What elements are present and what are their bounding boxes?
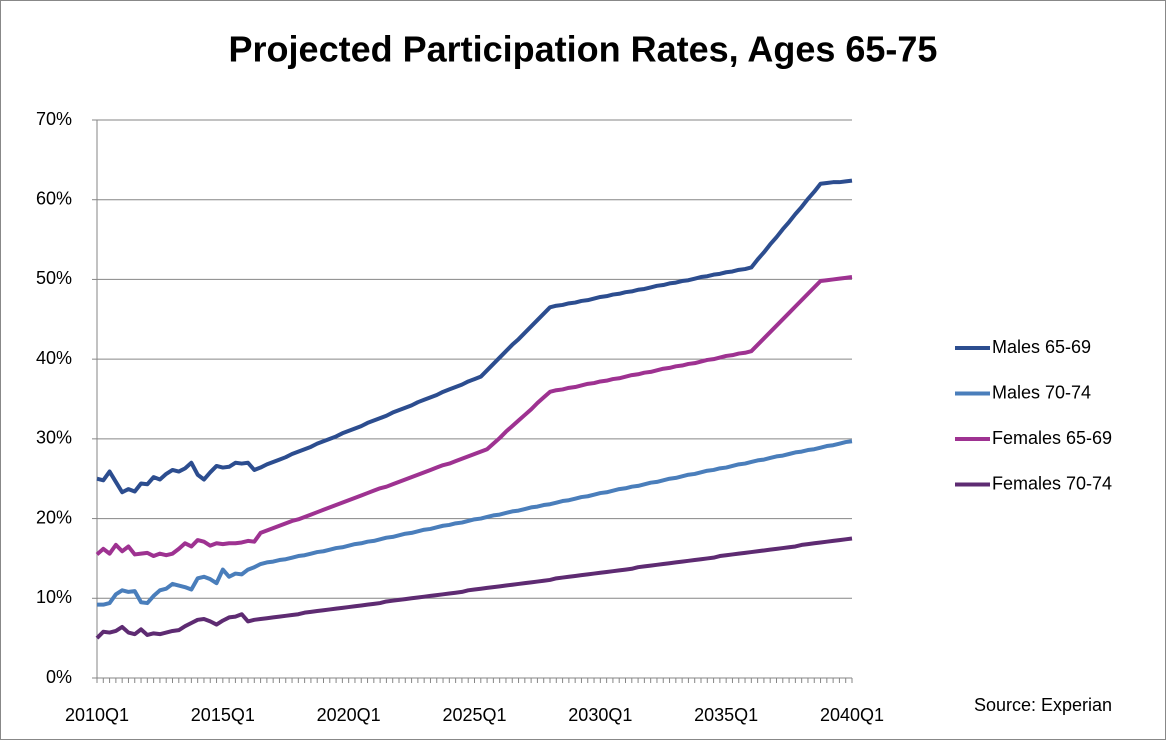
x-tick-label: 2015Q1: [191, 705, 255, 725]
chart-title: Projected Participation Rates, Ages 65-7…: [229, 29, 938, 70]
source-note: Source: Experian: [974, 695, 1112, 715]
y-tick-label: 30%: [36, 428, 72, 448]
series-line: [97, 439, 853, 607]
legend-label: Females 65-69: [992, 428, 1112, 448]
legend-label: Females 70-74: [992, 473, 1112, 493]
x-tick-label: 2020Q1: [317, 705, 381, 725]
y-tick-label: 0%: [46, 667, 72, 687]
series-line: [95, 536, 853, 640]
series-line: [96, 178, 853, 495]
series-line: [95, 275, 853, 559]
legend-label: Males 70-74: [992, 382, 1091, 402]
y-tick-label: 60%: [36, 188, 72, 208]
y-tick-label: 20%: [36, 507, 72, 527]
x-tick-label: 2040Q1: [820, 705, 884, 725]
x-tick-label: 2030Q1: [568, 705, 632, 725]
x-tick-label: 2035Q1: [694, 705, 758, 725]
x-tick-label: 2010Q1: [65, 705, 129, 725]
y-tick-label: 70%: [36, 109, 72, 129]
y-tick-label: 10%: [36, 587, 72, 607]
y-tick-label: 40%: [36, 348, 72, 368]
x-tick-label: 2025Q1: [442, 705, 506, 725]
y-tick-label: 50%: [36, 268, 72, 288]
legend-label: Males 65-69: [992, 337, 1091, 357]
